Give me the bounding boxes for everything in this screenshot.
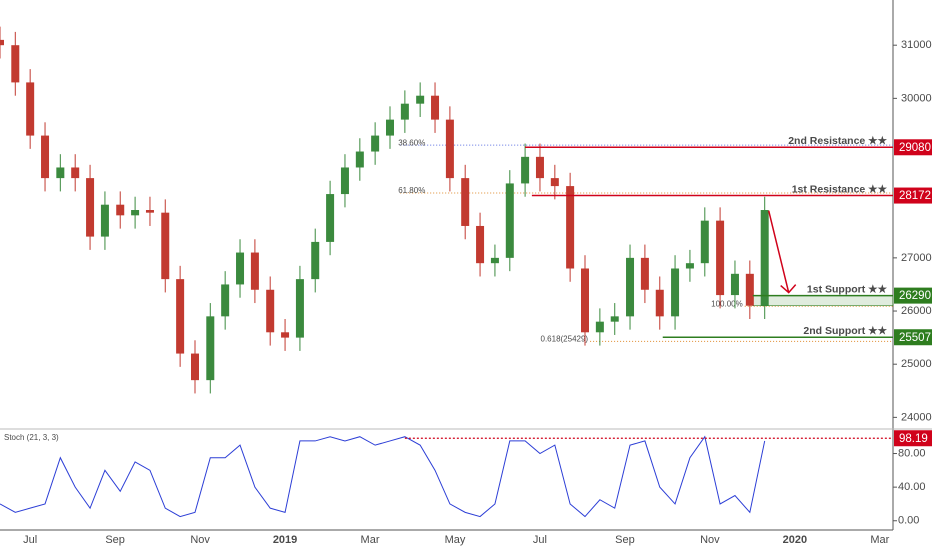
- candle-body: [580, 268, 589, 333]
- fib-label: 100.00%: [711, 299, 743, 308]
- candle-body: [566, 186, 575, 269]
- candle-body: [431, 95, 440, 120]
- candle-body: [71, 167, 80, 179]
- candle-body: [145, 210, 154, 213]
- candle-body: [0, 39, 4, 46]
- x-tick-label: Mar: [870, 534, 889, 546]
- level-price-box: [894, 139, 932, 156]
- level-price-box: [894, 287, 932, 304]
- level-price-label: 28172: [899, 190, 931, 202]
- x-tick-label: 2020: [783, 534, 807, 546]
- candle-body: [700, 220, 709, 264]
- candle-body: [311, 241, 320, 280]
- x-tick-label: Sep: [615, 534, 635, 546]
- fib-label: 38.60%: [398, 138, 425, 147]
- candle-body: [595, 321, 604, 333]
- candle-body: [640, 257, 649, 290]
- indicator-title: Stoch (21, 3, 3): [4, 433, 59, 442]
- x-tick-label: 2019: [273, 534, 297, 546]
- level-label: 1st Support ★★: [807, 283, 888, 295]
- candle-body: [355, 151, 364, 168]
- candle-body: [760, 210, 769, 306]
- candle-body: [626, 257, 635, 317]
- candle-body: [86, 178, 95, 237]
- level-label: 1st Resistance ★★: [792, 183, 888, 195]
- candle-body: [100, 204, 109, 237]
- candle-body: [56, 167, 65, 179]
- y-tick-label: 25000: [901, 358, 932, 370]
- candle-body: [326, 194, 335, 242]
- candle-body: [190, 353, 199, 381]
- level-label: 2nd Support ★★: [803, 325, 887, 337]
- x-tick-label: Jul: [23, 534, 37, 546]
- candle-body: [131, 210, 140, 216]
- candle-body: [416, 95, 425, 104]
- y-tick-label: 31000: [901, 39, 932, 51]
- candle-body: [26, 82, 35, 136]
- x-tick-label: Nov: [190, 534, 210, 546]
- candle-body: [521, 156, 530, 184]
- y-tick-label: 27000: [901, 252, 932, 264]
- candle-body: [400, 103, 409, 120]
- candle-body: [505, 183, 514, 258]
- candle-body: [610, 316, 619, 322]
- candle-body: [41, 135, 50, 179]
- indicator-tick-label: 0.00: [898, 515, 919, 527]
- x-tick-label: Mar: [361, 534, 380, 546]
- y-tick-label: 30000: [901, 92, 932, 104]
- level-price-box: [894, 329, 932, 346]
- stoch-value-label: 98.19: [899, 433, 928, 445]
- candle-body: [535, 156, 544, 179]
- candle-body: [371, 135, 380, 152]
- x-tick-label: May: [445, 534, 466, 546]
- candle-body: [476, 225, 485, 264]
- y-tick-label: 24000: [901, 411, 932, 423]
- candle-body: [445, 119, 454, 179]
- candle-body: [671, 268, 680, 317]
- candle-body: [385, 119, 394, 136]
- candle-body: [490, 257, 499, 264]
- candle-body: [206, 316, 215, 381]
- fib-label: 61.80%: [398, 186, 425, 195]
- level-price-box: [894, 187, 932, 204]
- x-tick-label: Sep: [105, 534, 125, 546]
- level-price-label: 29080: [899, 142, 931, 154]
- candle-body: [281, 332, 290, 338]
- candle-body: [685, 263, 694, 269]
- stoch-line: [0, 435, 766, 518]
- candle-body: [161, 212, 170, 280]
- level-label: 2nd Resistance ★★: [788, 135, 887, 147]
- projection-arrow: [767, 210, 797, 294]
- y-tick-label: 26000: [901, 305, 932, 317]
- candle-body: [730, 273, 739, 296]
- level-price-label: 26290: [899, 290, 931, 302]
- candle-body: [176, 279, 185, 354]
- candle-body: [550, 178, 559, 187]
- candle-body: [340, 167, 349, 195]
- candle-body: [745, 273, 754, 306]
- x-tick-label: Jul: [533, 534, 547, 546]
- fib-label: 0.618(25429): [541, 334, 589, 343]
- candle-body: [116, 204, 125, 216]
- stoch-value-box: [894, 430, 932, 447]
- candle-body: [461, 178, 470, 226]
- candle-body: [266, 289, 275, 333]
- indicator-tick-label: 40.00: [898, 481, 926, 493]
- candle-body: [655, 289, 664, 317]
- level-price-label: 25507: [899, 332, 931, 344]
- candle-body: [221, 284, 230, 317]
- candle-body: [716, 220, 725, 296]
- support-zone: [752, 295, 894, 307]
- x-tick-label: Nov: [700, 534, 720, 546]
- candle-body: [250, 252, 259, 290]
- candle-body: [295, 279, 304, 338]
- candle-body: [11, 45, 20, 83]
- indicator-tick-label: 80.00: [898, 447, 926, 459]
- candle-body: [236, 252, 245, 285]
